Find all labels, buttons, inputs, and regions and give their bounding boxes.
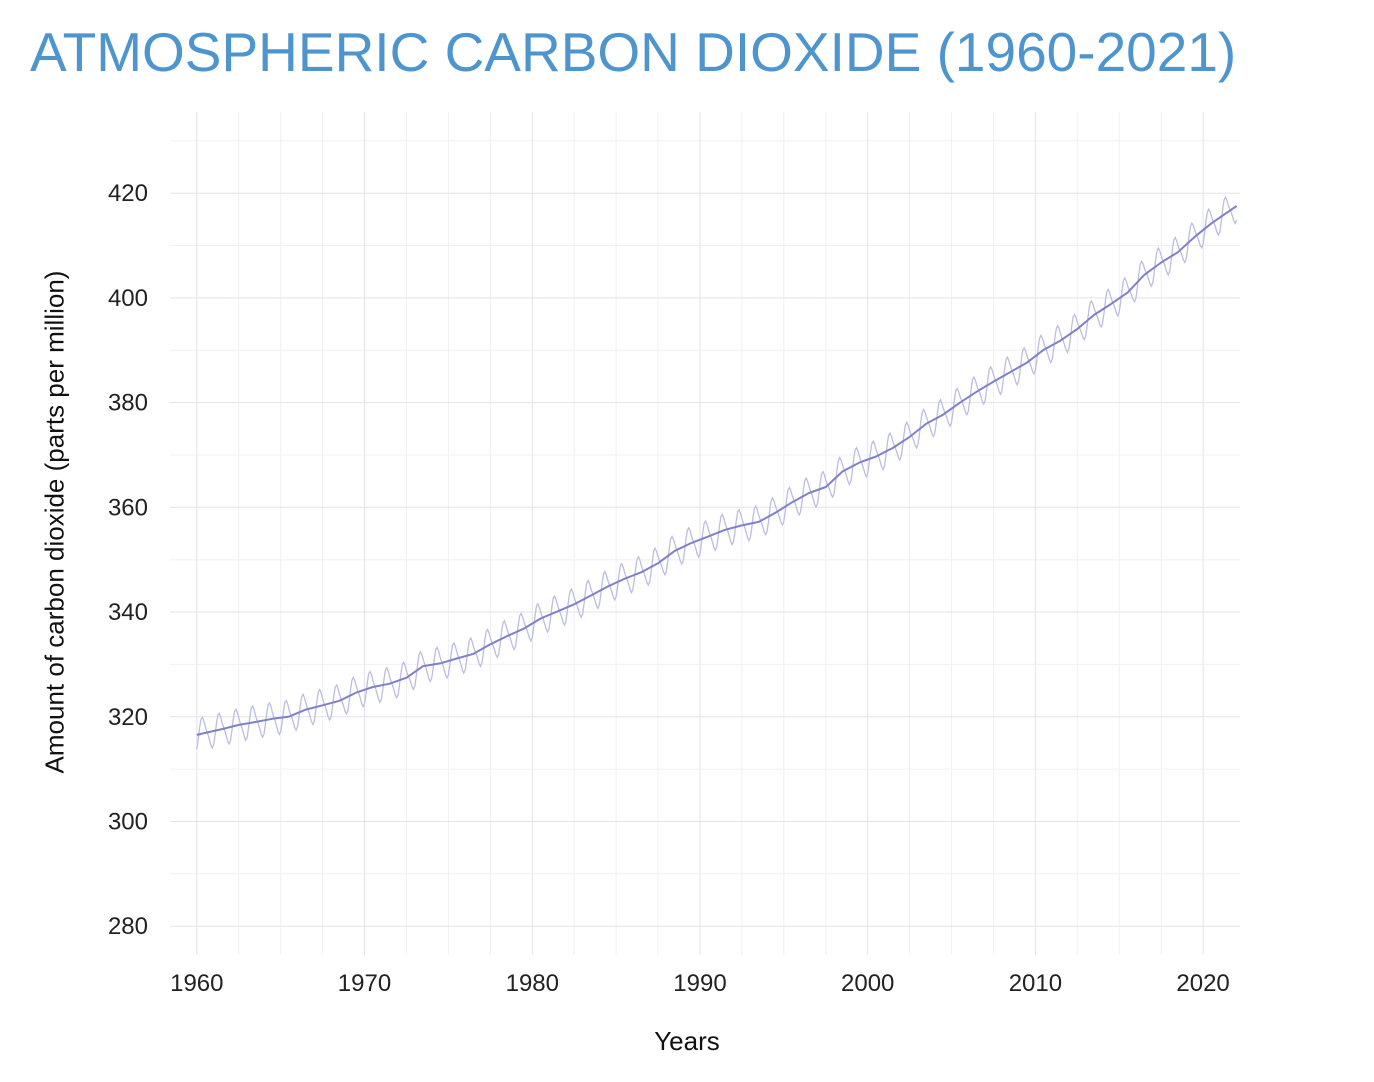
- x-tick-label: 2020: [1176, 970, 1229, 997]
- y-tick-label: 340: [108, 599, 148, 626]
- y-tick-label: 360: [108, 494, 148, 521]
- x-tick-label: 1970: [338, 970, 391, 997]
- trend-co2-line: [196, 205, 1238, 736]
- axis-tick-labels: 280 300 320 340 360 380 400 420 1960 1970 1980 1990…: [108, 180, 1230, 997]
- x-tick-label: 1980: [506, 970, 559, 997]
- y-tick-label: 320: [108, 704, 148, 731]
- y-tick-label: 400: [108, 285, 148, 312]
- y-tick-label: 300: [108, 808, 148, 835]
- x-tick-label: 2000: [841, 970, 894, 997]
- y-tick-label: 280: [108, 913, 148, 940]
- chart-title: ATMOSPHERIC CARBON DIOXIDE (1960-2021): [30, 21, 1237, 83]
- gridlines-major: [170, 112, 1240, 955]
- x-tick-label: 1960: [170, 970, 223, 997]
- x-tick-label: 1990: [673, 970, 726, 997]
- x-axis-title: Years: [654, 1026, 720, 1056]
- y-tick-label: 380: [108, 390, 148, 417]
- line-chart: 280 300 320 340 360 380 400 420 1960 1970 1980 1990…: [108, 112, 1240, 997]
- gridlines-minor: [170, 112, 1240, 955]
- y-tick-label: 420: [108, 180, 148, 207]
- x-tick-label: 2010: [1009, 970, 1062, 997]
- seasonal-co2-line: [196, 195, 1238, 750]
